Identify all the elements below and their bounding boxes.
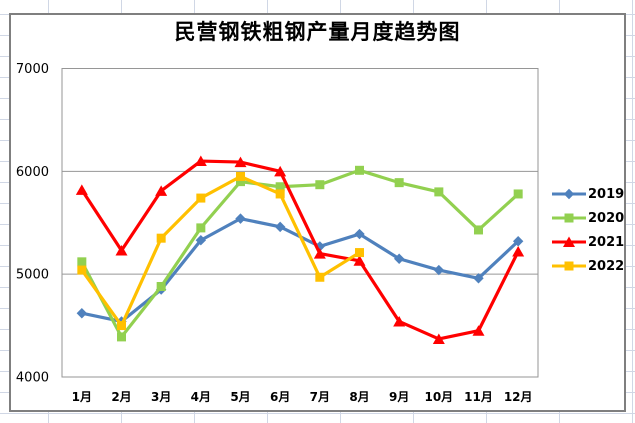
legend-marker-2021 (563, 236, 575, 247)
series-marker-2020-9月 (394, 178, 404, 188)
series-marker-2021-2月 (115, 245, 128, 256)
series-marker-2020-10月 (434, 187, 444, 197)
plot-area: 4000 5000 6000 7000 1月 2月 3月 4月 5月 6月 7月 8月 9月 10月 11月… (16, 62, 539, 404)
series-marker-2021-10月 (432, 333, 445, 344)
series-marker-2022-5月 (236, 171, 245, 181)
series-marker-2019-9月 (393, 253, 405, 264)
x-axis-label-4: 4月 (191, 390, 211, 404)
series-marker-2020-8月 (355, 165, 364, 175)
series-marker-2019-12月 (512, 236, 524, 247)
series-marker-2021-8月 (353, 255, 366, 266)
series-marker-2019-8月 (354, 228, 365, 240)
x-axis-label-11: 11月 (464, 390, 493, 404)
y-axis-label-4000: 4000 (16, 371, 49, 386)
series-marker-2021-6月 (274, 165, 287, 177)
series-marker-2022-6月 (275, 189, 285, 199)
x-axis-label-3: 3月 (151, 390, 171, 404)
series-marker-2019-1月 (76, 308, 88, 319)
series-line-2022[interactable] (80, 174, 362, 328)
series-marker-2019-10月 (433, 264, 445, 276)
legend-square-icon (552, 261, 586, 271)
series-marker-2021-11月 (472, 325, 485, 336)
legend-marker-2019 (563, 188, 575, 200)
x-axis-label-7: 7月 (310, 390, 330, 404)
series-marker-2022-3月 (156, 233, 166, 243)
legend-item-2019[interactable]: 2019 (552, 182, 624, 206)
x-axis-label-8: 8月 (349, 390, 369, 404)
legend-marker-2020 (564, 213, 574, 223)
series-marker-2021-3月 (155, 185, 168, 196)
legend-label-2022: 2022 (588, 258, 625, 274)
series-marker-2022-4月 (196, 193, 206, 203)
x-axis-label-1: 1月 (72, 390, 92, 404)
series-marker-2019-11月 (473, 273, 484, 284)
plot-border (61, 68, 539, 378)
series-line-2020[interactable] (80, 168, 520, 339)
x-axis-label-9: 9月 (389, 390, 409, 404)
legend-label-2021: 2021 (588, 234, 625, 250)
series-marker-2020-5月 (236, 177, 245, 187)
chart-canvas[interactable]: 民营钢铁粗钢产量月度趋势图 4000 5000 6000 7000 1月 2月 3月 4月 5月… (9, 13, 626, 412)
series-marker-2020-6月 (275, 182, 285, 192)
x-axis-label-10: 10月 (424, 390, 453, 404)
series-marker-2020-7月 (315, 180, 325, 190)
series-marker-2022-7月 (315, 272, 325, 282)
y-axis-label-5000: 5000 (16, 268, 49, 283)
x-axis-label-5: 5月 (230, 390, 250, 404)
legend-item-2022[interactable]: 2022 (552, 254, 624, 278)
series-marker-2021-12月 (512, 246, 525, 257)
series-marker-2020-4月 (196, 223, 206, 233)
legend-label-2020: 2020 (588, 210, 625, 226)
legend-diamond-icon (552, 188, 586, 200)
series-marker-2022-1月 (77, 265, 87, 275)
y-axis-label-7000: 7000 (16, 62, 49, 77)
series-marker-2020-3月 (156, 282, 166, 292)
series-marker-2022-8月 (355, 248, 364, 258)
y-axis-label-6000: 6000 (16, 165, 49, 180)
series-marker-2019-5月 (235, 213, 246, 224)
chart-title: 民营钢铁粗钢产量月度趋势图 (174, 20, 461, 44)
series-marker-2020-1月 (77, 257, 87, 267)
series-marker-2020-11月 (474, 225, 483, 235)
legend-label-2019: 2019 (588, 186, 625, 202)
series-marker-2019-4月 (195, 235, 207, 246)
series-marker-2021-1月 (75, 184, 88, 195)
legend-item-2020[interactable]: 2020 (552, 206, 624, 230)
x-axis-label-6: 6月 (270, 390, 290, 404)
series-marker-2020-2月 (117, 332, 126, 342)
x-axis-label-2: 2月 (111, 390, 131, 404)
series-marker-2020-12月 (513, 189, 523, 199)
legend-item-2021[interactable]: 2021 (552, 230, 624, 254)
legend-marker-2022 (564, 261, 574, 271)
series-marker-2022-2月 (117, 321, 126, 331)
legend-square-icon (552, 213, 586, 223)
series-marker-2021-7月 (313, 248, 326, 259)
series-marker-2021-5月 (234, 156, 247, 168)
legend-triangle-icon (552, 236, 586, 247)
x-axis-label-12: 12月 (504, 390, 533, 404)
series-marker-2021-9月 (393, 315, 406, 327)
series-marker-2019-6月 (274, 221, 286, 233)
series-marker-2021-4月 (194, 155, 207, 167)
chart-legend: 2019 2020 2021 2022 (552, 182, 624, 278)
series-line-2021[interactable] (80, 159, 520, 341)
